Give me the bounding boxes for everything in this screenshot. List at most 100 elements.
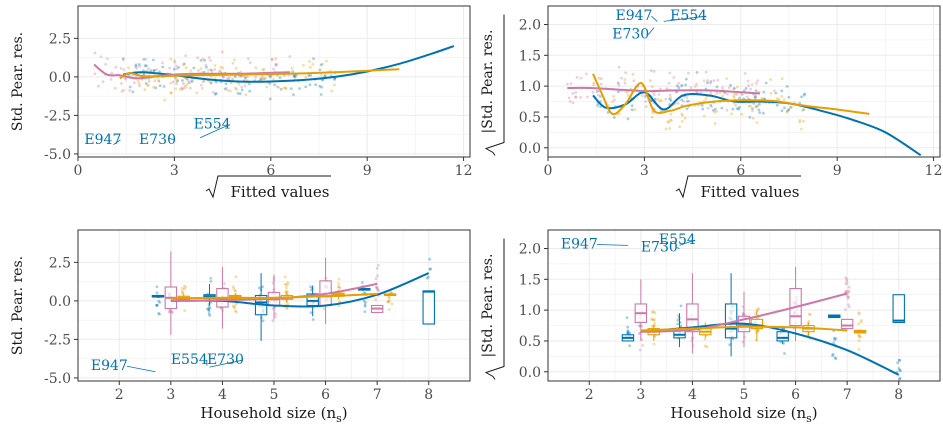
data-point bbox=[568, 100, 572, 103]
data-point bbox=[808, 312, 811, 316]
data-point bbox=[223, 282, 226, 285]
data-point bbox=[898, 368, 902, 372]
data-point bbox=[653, 97, 657, 101]
data-point bbox=[680, 84, 683, 88]
data-point bbox=[754, 82, 758, 85]
data-point bbox=[325, 59, 328, 63]
data-point bbox=[626, 325, 629, 329]
sqrt-sign-y bbox=[484, 14, 505, 156]
data-point bbox=[275, 85, 279, 89]
data-point bbox=[173, 59, 177, 63]
data-point bbox=[319, 93, 323, 96]
data-point bbox=[138, 65, 142, 68]
data-point bbox=[188, 86, 192, 90]
smooth-line-orange bbox=[640, 325, 848, 332]
data-point bbox=[221, 50, 224, 54]
data-point bbox=[225, 77, 229, 81]
data-point bbox=[375, 285, 378, 289]
data-point bbox=[226, 88, 230, 92]
data-point bbox=[283, 275, 287, 279]
data-point bbox=[586, 95, 589, 99]
data-point bbox=[844, 290, 847, 294]
y-tick-label: -2.5 bbox=[44, 332, 71, 348]
data-point bbox=[898, 377, 901, 381]
x-tick-label: 8 bbox=[424, 387, 433, 403]
data-point bbox=[217, 70, 221, 74]
x-tick-label: 12 bbox=[925, 163, 943, 179]
data-point bbox=[154, 303, 158, 307]
annotation-label: E947 bbox=[91, 358, 128, 374]
data-point bbox=[289, 87, 293, 90]
data-point bbox=[233, 306, 237, 309]
data-point bbox=[265, 85, 269, 89]
data-point bbox=[762, 90, 766, 94]
data-point bbox=[674, 90, 678, 94]
data-point bbox=[377, 289, 380, 293]
data-point bbox=[681, 120, 684, 123]
data-point bbox=[189, 69, 193, 72]
data-point bbox=[232, 305, 236, 309]
data-point bbox=[752, 102, 756, 105]
data-point bbox=[234, 303, 238, 306]
data-point bbox=[831, 354, 834, 357]
data-point bbox=[785, 110, 789, 114]
y-axis-label: |Std. Pear. res. bbox=[480, 30, 496, 134]
data-point bbox=[626, 331, 630, 335]
data-point bbox=[732, 94, 736, 97]
data-point bbox=[718, 91, 722, 95]
data-point bbox=[631, 72, 635, 76]
data-point bbox=[207, 56, 211, 59]
data-point bbox=[248, 89, 252, 93]
data-point bbox=[144, 57, 148, 61]
data-point bbox=[158, 84, 162, 88]
data-point bbox=[209, 81, 213, 85]
x-axis-label-sub: s bbox=[336, 412, 342, 425]
annotation-label: E730 bbox=[612, 27, 649, 43]
data-point bbox=[754, 105, 758, 108]
data-point bbox=[272, 78, 275, 81]
panel-bottom-left: E947 E554 E730 2 3 4 5 6 7 8 -5.0 -2.5 0.0 2.5 Househo… bbox=[10, 229, 471, 425]
data-point bbox=[689, 86, 693, 89]
data-point bbox=[363, 304, 367, 308]
data-point bbox=[703, 344, 707, 348]
data-point bbox=[846, 295, 850, 299]
data-point bbox=[362, 291, 366, 294]
data-point bbox=[135, 66, 139, 70]
annotation-label: E730 bbox=[207, 352, 244, 368]
data-point bbox=[775, 103, 779, 107]
data-point bbox=[261, 319, 265, 323]
data-point bbox=[337, 277, 341, 281]
data-point bbox=[715, 92, 719, 95]
data-point bbox=[207, 68, 210, 72]
data-point bbox=[640, 94, 644, 98]
data-point bbox=[209, 301, 213, 304]
x-axis-label-sub: s bbox=[806, 412, 812, 425]
data-point bbox=[807, 319, 811, 323]
data-point bbox=[292, 93, 295, 97]
data-point bbox=[152, 69, 156, 73]
data-point bbox=[680, 84, 684, 87]
data-point bbox=[209, 280, 213, 283]
data-point bbox=[783, 106, 786, 110]
data-point bbox=[712, 79, 716, 82]
data-point bbox=[333, 78, 336, 81]
data-point bbox=[175, 82, 178, 86]
data-point bbox=[596, 104, 599, 107]
data-point bbox=[630, 104, 634, 108]
data-point bbox=[157, 79, 161, 83]
data-point bbox=[261, 68, 265, 71]
y-tick-label: -2.5 bbox=[44, 108, 71, 124]
data-point bbox=[772, 89, 776, 93]
data-point bbox=[725, 108, 729, 112]
x-axis-label-close: ) bbox=[342, 404, 348, 422]
data-point bbox=[137, 63, 141, 66]
data-point bbox=[231, 285, 235, 288]
data-point bbox=[309, 285, 312, 289]
data-point bbox=[257, 286, 261, 290]
data-point bbox=[149, 69, 153, 73]
data-point bbox=[680, 98, 684, 102]
annotation-label: E554 bbox=[659, 232, 696, 248]
data-point bbox=[633, 108, 637, 112]
data-point bbox=[181, 79, 184, 82]
data-point bbox=[231, 61, 235, 65]
